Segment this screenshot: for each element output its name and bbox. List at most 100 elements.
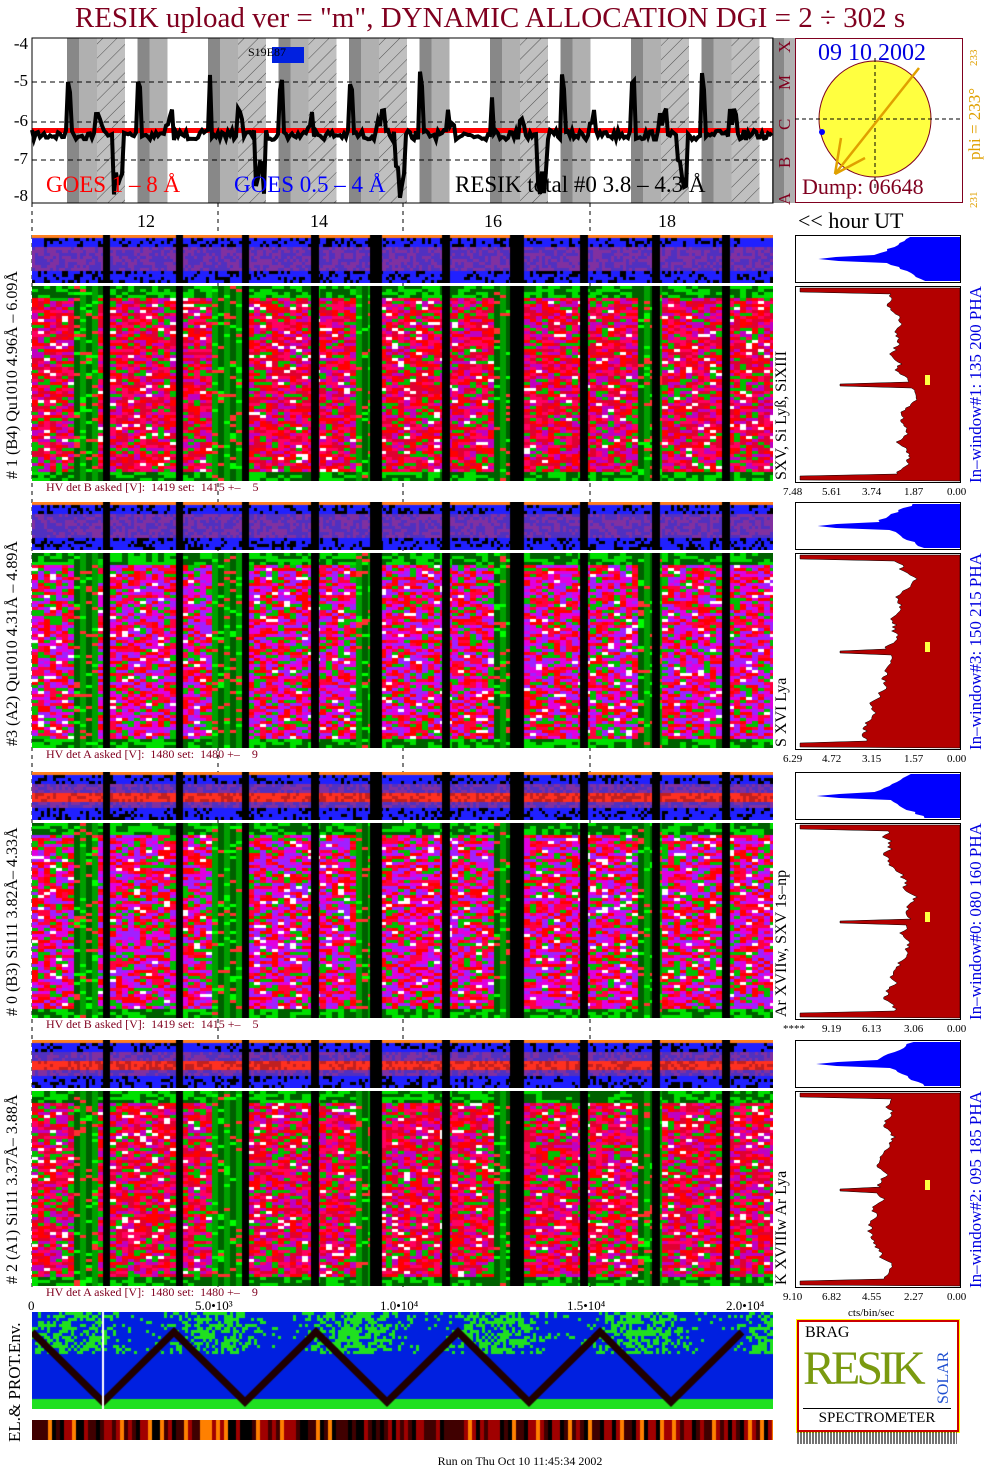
hist-unit-label: cts/bin/sec bbox=[848, 1307, 895, 1319]
pha-histogram bbox=[795, 1040, 961, 1288]
hist-tick: 4.72 bbox=[822, 753, 842, 765]
channel-spectrogram bbox=[32, 1091, 773, 1286]
goes-y-tick: -4 bbox=[13, 34, 28, 53]
particle-intensity-strip bbox=[32, 1420, 773, 1440]
in-window-label: In–window#1: 135 200 PHA bbox=[966, 286, 985, 483]
env-panel-label: EL.& PROT.Env. bbox=[5, 1322, 24, 1442]
goes-y-tick: -7 bbox=[13, 149, 28, 168]
line-identification: K XVIIIw Ar Lya bbox=[773, 1170, 790, 1285]
goes-marker-label: S19E87 bbox=[248, 45, 287, 60]
particle-environment-plot bbox=[32, 1312, 773, 1409]
seconds-tick: 5.0•10³ bbox=[195, 1298, 233, 1313]
pha-distribution bbox=[816, 774, 960, 818]
sun-date: 09 10 2002 bbox=[818, 40, 926, 66]
logo-spectrometer: SPECTROMETER bbox=[803, 1408, 951, 1427]
hist-tick: 9.19 bbox=[822, 1023, 842, 1035]
phi-small-bottom: 231 bbox=[968, 191, 980, 209]
hv-status: HV det B asked [V]: 1419 set: 1415 +– 5 bbox=[46, 480, 259, 494]
channel-count-strip bbox=[32, 772, 773, 820]
hv-status: HV det A asked [V]: 1480 set: 1480 +– 9 bbox=[46, 747, 258, 761]
goes-y-tick: -6 bbox=[13, 111, 28, 130]
hist-tick: 6.13 bbox=[862, 1023, 882, 1035]
line-identification: S XVI Lya bbox=[773, 677, 790, 747]
hour-tick: 14 bbox=[310, 211, 328, 231]
channel-label: # 1 (B4) Qu1010 4.96Å – 6.09Å bbox=[4, 271, 21, 479]
channel-label: # 0 (B3) Si111 3.82Å– 4.33Å bbox=[4, 827, 21, 1016]
hist-tick: 3.15 bbox=[862, 753, 882, 765]
line-identification: SXV, Si Lyß, SiXIII bbox=[773, 350, 790, 480]
line-identification: Ar XVIIw, SXV 1s–np bbox=[773, 869, 790, 1017]
active-region-marker bbox=[819, 129, 825, 135]
legend-resik: RESIK total #0 3.8 – 4.3 Å bbox=[455, 172, 706, 197]
channel-count-strip bbox=[32, 502, 773, 550]
hist-tick: 3.06 bbox=[904, 1023, 924, 1035]
hour-tick: 18 bbox=[658, 211, 676, 231]
in-window-label: In–window#2: 095 185 PHA bbox=[966, 1091, 985, 1288]
hv-status: HV det B asked [V]: 1419 set: 1415 +– 5 bbox=[46, 1017, 259, 1031]
spectrum-series bbox=[799, 1092, 961, 1287]
dump-number: Dump: 06648 bbox=[802, 174, 924, 199]
hist-tick: 2.27 bbox=[904, 1291, 924, 1303]
eclipse-band bbox=[772, 38, 784, 203]
pha-distribution bbox=[817, 504, 960, 548]
goes-lightcurve-plot bbox=[30, 37, 830, 204]
channel-spectrogram bbox=[32, 553, 773, 748]
line-marker bbox=[925, 642, 930, 652]
pha-distribution bbox=[816, 1042, 960, 1086]
hist-tick: **** bbox=[783, 1023, 805, 1035]
in-window-label: In–window#0: 080 160 PHA bbox=[966, 823, 985, 1020]
hist-tick: 0.00 bbox=[947, 486, 967, 498]
orientation-arrow-icon bbox=[834, 67, 920, 175]
eclipse-band bbox=[490, 38, 502, 203]
run-timestamp: Run on Thu Oct 10 11:45:34 2002 bbox=[437, 1454, 603, 1468]
goes-class-letter: C bbox=[775, 118, 794, 130]
channel-spectrogram bbox=[32, 286, 773, 481]
hist-tick: 7.48 bbox=[783, 486, 803, 498]
pha-histogram bbox=[795, 502, 961, 750]
line-marker bbox=[925, 1180, 930, 1190]
legend-goes-short: GOES 0.5 – 4 Å bbox=[234, 172, 386, 197]
goes-class-letter: A bbox=[775, 192, 794, 205]
sun-position-panel bbox=[795, 38, 963, 203]
resik-logo: BRAG RESIK SOLAR SPECTROMETER bbox=[796, 1319, 960, 1433]
page-title: RESIK upload ver = "m", DYNAMIC ALLOCATI… bbox=[74, 2, 906, 34]
in-window-label: In–window#3: 150 215 PHA bbox=[966, 553, 985, 750]
hist-tick: 0.00 bbox=[947, 1023, 967, 1035]
hist-tick: 4.55 bbox=[862, 1291, 882, 1303]
line-marker bbox=[925, 912, 930, 922]
hour-tick: 16 bbox=[484, 211, 502, 231]
hist-tick: 0.00 bbox=[947, 753, 967, 765]
goes-y-tick: -5 bbox=[13, 71, 28, 90]
spectrum-series bbox=[799, 287, 961, 482]
phi-label: phi = 233° bbox=[965, 87, 984, 160]
hv-status: HV det A asked [V]: 1480 set: 1480 +– 9 bbox=[46, 1285, 258, 1299]
phi-small-top: 233 bbox=[968, 49, 980, 67]
goes-y-tick: -8 bbox=[13, 186, 28, 205]
seconds-tick: 0 bbox=[28, 1298, 35, 1313]
hist-tick: 9.10 bbox=[783, 1291, 803, 1303]
logo-brag: BRAG bbox=[805, 1324, 850, 1341]
hist-tick: 0.00 bbox=[947, 1291, 967, 1303]
hist-tick: 1.57 bbox=[904, 753, 924, 765]
channel-spectrogram bbox=[32, 823, 773, 1018]
legend-goes-long: GOES 1 – 8 Å bbox=[46, 172, 181, 197]
hist-tick: 6.29 bbox=[783, 753, 803, 765]
line-marker bbox=[925, 375, 930, 385]
goes-class-letter: M bbox=[775, 74, 794, 90]
marker-text: S19E87 bbox=[248, 45, 287, 59]
hist-tick: 6.82 bbox=[822, 1291, 842, 1303]
hist-tick: 1.87 bbox=[904, 486, 924, 498]
logo-resik: RESIK bbox=[803, 1342, 926, 1395]
channel-count-strip bbox=[32, 1040, 773, 1088]
seconds-tick: 2.0•10⁴ bbox=[726, 1298, 765, 1313]
resik-total-series bbox=[30, 71, 774, 199]
goes-class-letter: B bbox=[775, 156, 794, 168]
pha-histogram bbox=[795, 235, 961, 483]
eclipse-band bbox=[137, 38, 150, 203]
logo-credits bbox=[797, 1432, 957, 1444]
logo-solar: SOLAR bbox=[935, 1351, 952, 1404]
hour-tick: 12 bbox=[137, 211, 155, 231]
seconds-tick: 1.5•10⁴ bbox=[567, 1298, 606, 1313]
channel-count-strip bbox=[32, 235, 773, 283]
channel-label: #3 (A2) Qu1010 4.31Å – 4.89Å bbox=[4, 541, 21, 746]
